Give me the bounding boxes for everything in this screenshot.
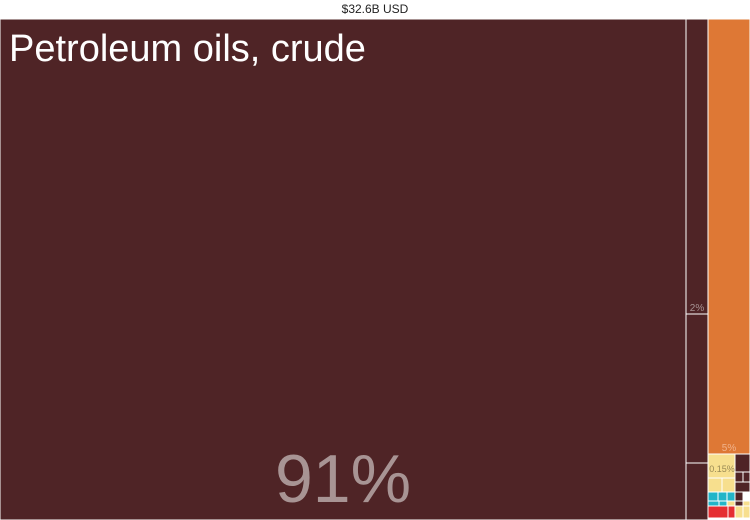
tile-yellow-small-b[interactable] <box>721 477 736 493</box>
tile-cyan-a[interactable] <box>707 491 719 502</box>
tile-dark-small-d[interactable] <box>734 481 750 493</box>
tile-yellow-tiny-b[interactable] <box>742 500 750 507</box>
tile-dark-small-a[interactable] <box>734 453 750 473</box>
tile-dark-tiny-a[interactable] <box>734 491 744 502</box>
tile-yellow-tiny-a[interactable] <box>726 500 736 507</box>
tile-petroleum-oils-crude[interactable] <box>0 18 687 520</box>
tile-share-petroleum-oils-crude: 91% <box>275 441 411 517</box>
tile-share-yellow-category: 0.15% <box>709 464 735 474</box>
tile-dark-small-b[interactable] <box>734 471 744 483</box>
tile-yellow-small-a[interactable] <box>707 477 723 493</box>
tile-share-second-product: 2% <box>690 303 705 314</box>
tile-cyan-b[interactable] <box>717 491 728 502</box>
tile-third-product[interactable] <box>685 462 709 520</box>
tile-red-b[interactable] <box>727 505 736 519</box>
tile-cyan-d[interactable] <box>707 500 720 507</box>
tile-dark-small-c[interactable] <box>742 471 750 483</box>
tile-yellow-tiny-d[interactable] <box>742 505 750 519</box>
tile-share-orange-category: 5% <box>722 443 737 454</box>
total-value-label: $32.6B USD <box>341 2 409 16</box>
tile-yellow-tiny-c[interactable] <box>734 505 744 519</box>
tile-orange-category[interactable] <box>707 18 750 455</box>
tile-dark-tiny-b[interactable] <box>734 500 744 507</box>
tile-cyan-c[interactable] <box>726 491 736 502</box>
tile-white-tiny-a[interactable] <box>742 491 750 502</box>
tile-second-product[interactable] <box>685 18 709 464</box>
tile-cyan-e[interactable] <box>718 500 728 507</box>
tile-label-petroleum-oils-crude: Petroleum oils, crude <box>9 28 366 70</box>
tile-red-a[interactable] <box>707 505 729 519</box>
